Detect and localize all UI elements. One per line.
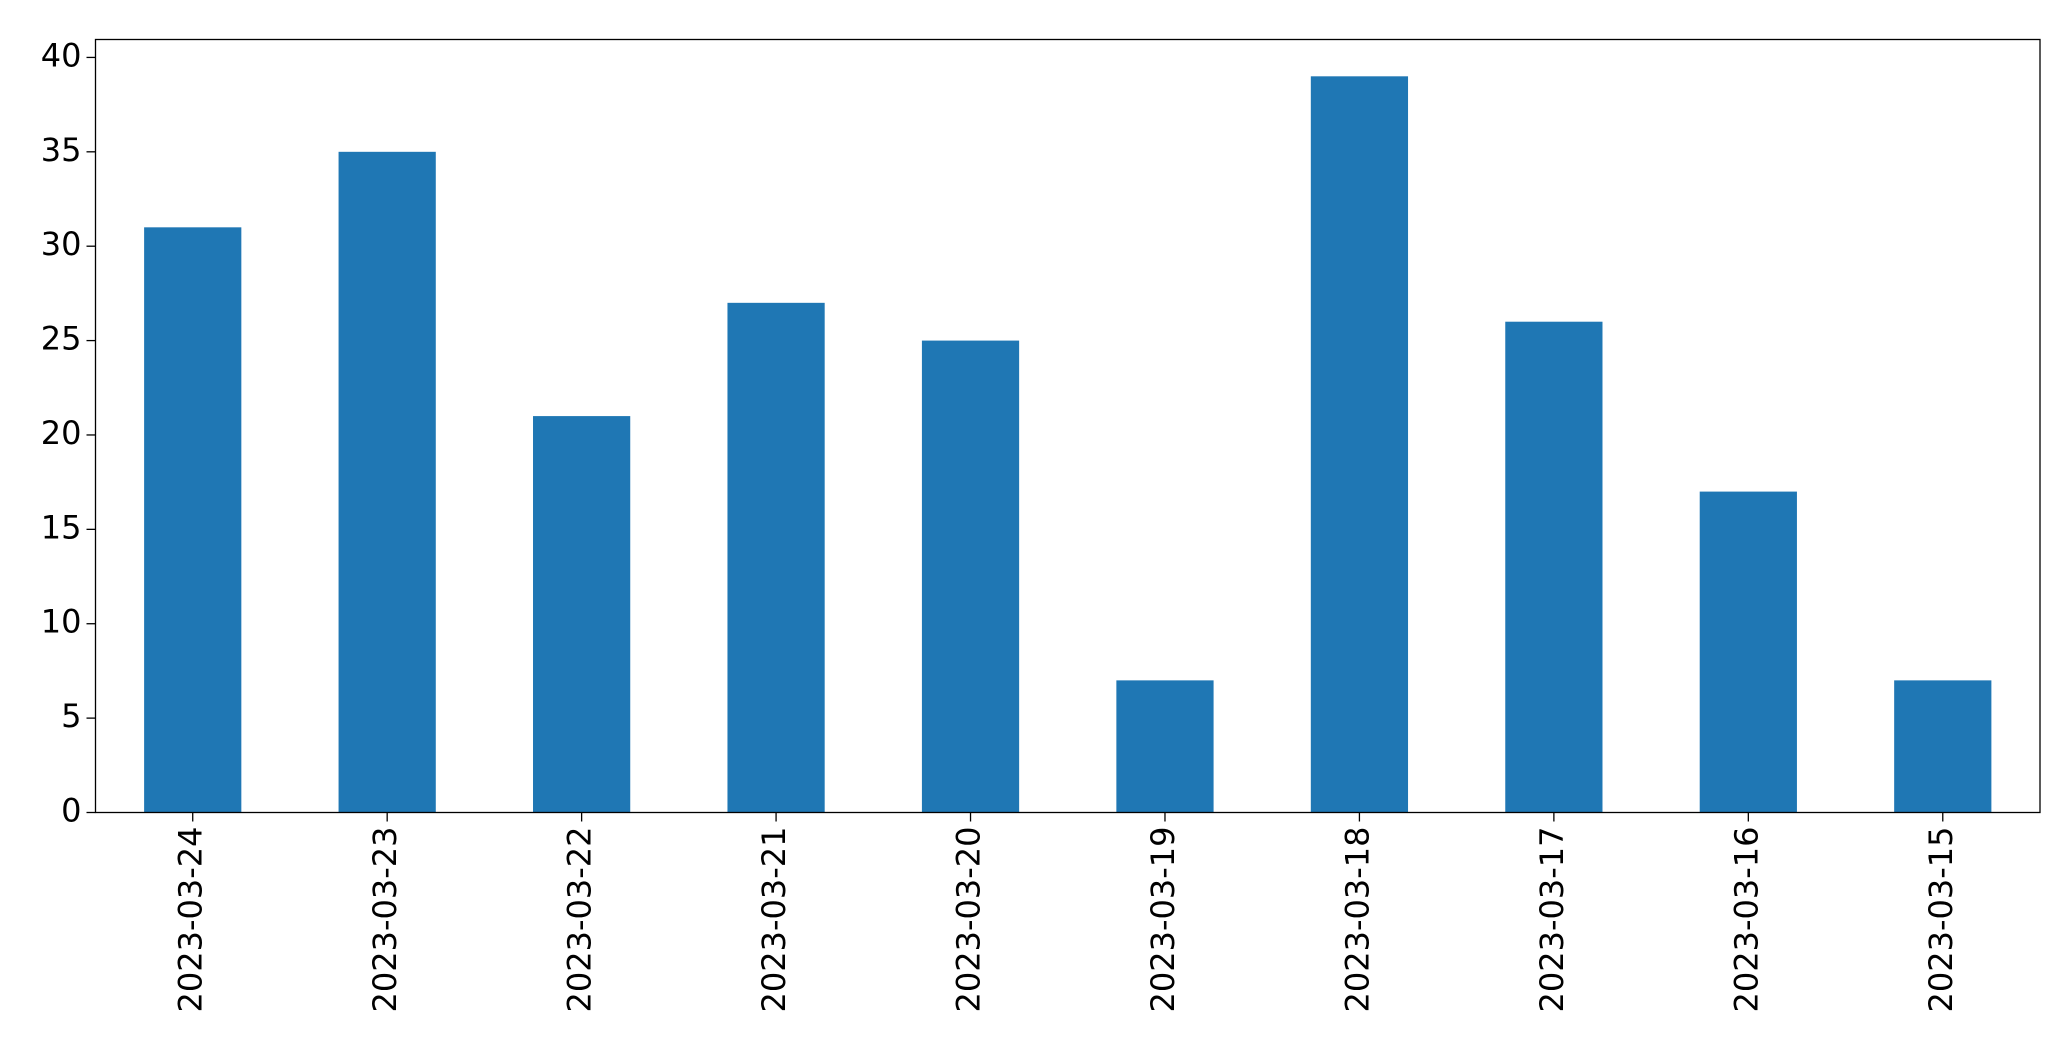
bar — [727, 302, 825, 813]
x-tick-label: 2023-03-16 — [1727, 827, 1765, 1013]
x-tick-label: 2023-03-18 — [1338, 827, 1376, 1013]
y-tick-label: 40 — [41, 36, 82, 74]
y-tick-label: 30 — [41, 225, 82, 263]
x-tick-label: 2023-03-22 — [561, 827, 599, 1013]
x-tick-label: 2023-03-23 — [366, 827, 404, 1013]
plot-frame — [94, 38, 2041, 814]
bar — [1116, 680, 1214, 813]
y-tick-label: 10 — [41, 603, 82, 641]
x-tick-label: 2023-03-20 — [950, 827, 988, 1013]
y-tick-label: 20 — [41, 414, 82, 452]
x-tick-label: 2023-03-21 — [755, 827, 793, 1013]
y-tick-label: 35 — [41, 131, 82, 169]
bar — [1505, 321, 1603, 813]
x-tick-label: 2023-03-17 — [1533, 827, 1571, 1013]
bar — [144, 227, 242, 813]
bar — [1699, 491, 1797, 813]
bar — [1894, 680, 1992, 813]
x-tick-label: 2023-03-24 — [172, 827, 210, 1013]
x-tick-label: 2023-03-19 — [1144, 827, 1182, 1013]
bar — [1310, 76, 1409, 813]
x-tick-label: 2023-03-15 — [1922, 827, 1960, 1013]
y-tick-label: 15 — [41, 508, 82, 546]
y-tick-label: 0 — [61, 792, 81, 830]
y-tick-label: 25 — [41, 320, 82, 358]
y-tick-label: 5 — [61, 697, 81, 735]
bar — [338, 151, 436, 813]
bar — [921, 340, 1020, 813]
bar — [533, 416, 631, 813]
